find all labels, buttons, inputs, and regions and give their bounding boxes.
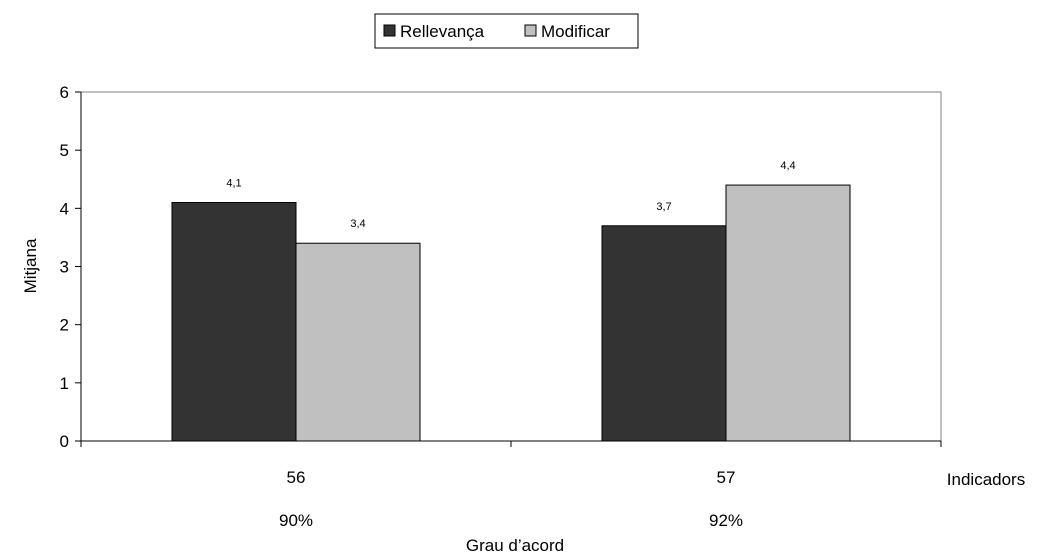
y-tick-label: 1 [60,374,69,393]
bar-rellevanca-57 [601,225,727,442]
legend-label-modificar: Modificar [541,22,610,41]
y-tick-label: 0 [60,432,69,451]
legend-frame [374,13,639,49]
y-tick-label: 2 [60,316,69,335]
bar-modificar-57 [725,184,851,442]
legend-swatch-modificar [524,24,537,37]
category-label-57: 57 [717,468,736,487]
y-tick-label: 6 [60,83,69,102]
y-tick-label: 5 [60,141,69,160]
bar-modificar-56 [295,242,421,442]
y-tick-label: 4 [60,199,69,218]
legend-swatch-rellevanca [383,24,396,37]
bars [171,184,851,442]
bar-rellevanca-56 [171,202,297,442]
legend-label-rellevanca: Rellevança [400,22,485,41]
data-labels: 4,1 3,4 3,7 4,4 [226,160,795,230]
category-label-56: 56 [287,468,306,487]
data-label: 3,7 [656,201,671,213]
legend: Rellevança Modificar [374,13,639,49]
data-label: 4,4 [780,160,795,172]
x-axis-title: Grau d’acord [466,536,564,555]
data-label: 3,4 [350,218,365,230]
category-sublabel-57: 92% [709,511,743,530]
data-label: 4,1 [226,178,241,190]
y-ticks: 0 1 2 3 4 5 6 [60,83,81,451]
y-tick-label: 3 [60,258,69,277]
x-ticks [80,441,942,447]
category-sublabel-56: 90% [279,511,313,530]
x-side-label: Indicadors [947,470,1025,489]
y-axis-title: Mitjana [21,238,40,293]
